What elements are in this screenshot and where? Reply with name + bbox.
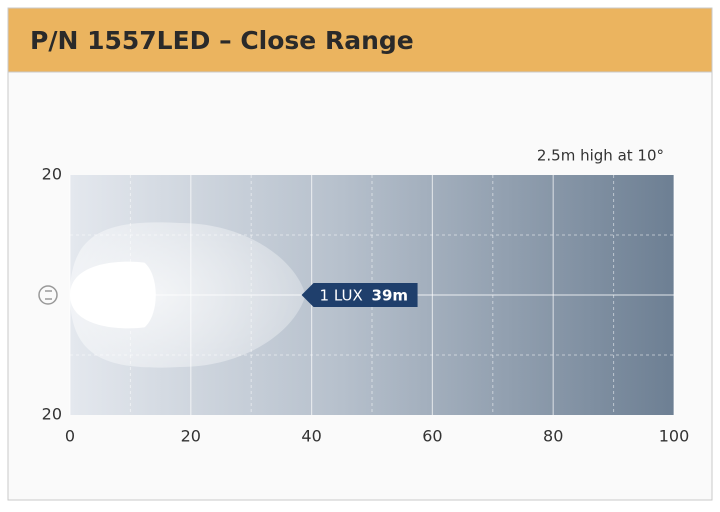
lamp-icon-beam: [45, 290, 52, 300]
x-tick-label: 100: [659, 427, 690, 446]
y-tick-label: 20: [42, 405, 62, 424]
chart-title: P/N 1557LED – Close Range: [30, 26, 414, 55]
x-tick-label: 80: [543, 427, 563, 446]
x-tick-label: 0: [65, 427, 75, 446]
x-tick-label: 60: [422, 427, 442, 446]
y-tick-label: 20: [42, 165, 62, 184]
header: [7, 7, 713, 73]
annotation-tag: [301, 283, 418, 307]
subtitle: 2.5m high at 10°: [537, 147, 664, 165]
annotation-value: 39m: [372, 287, 409, 305]
lamp-icon: [38, 285, 58, 305]
x-tick-label: 40: [301, 427, 321, 446]
annotation-prefix: 1 LUX: [320, 287, 363, 305]
x-tick-label: 20: [181, 427, 201, 446]
